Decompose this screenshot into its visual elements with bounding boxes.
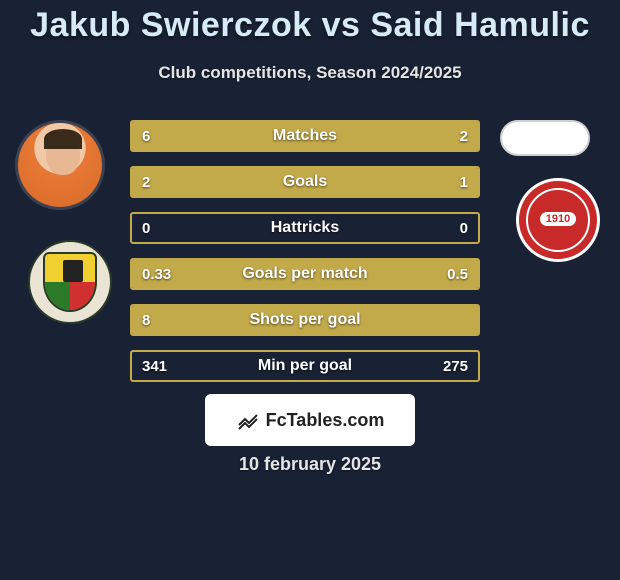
shield-icon — [43, 252, 97, 312]
club-logo-right: 1910 — [516, 178, 600, 262]
player-photo-right — [500, 120, 590, 156]
stat-label: Goals — [132, 168, 478, 196]
stats-area: 6Matches22Goals10Hattricks00.33Goals per… — [130, 120, 480, 396]
stat-value-right: 275 — [443, 352, 468, 380]
stat-label: Goals per match — [132, 260, 478, 288]
club-logo-right-inner: 1910 — [526, 188, 590, 252]
stat-row: 2Goals1 — [130, 166, 480, 198]
footer-brand-badge[interactable]: FcTables.com — [205, 394, 415, 446]
club-logo-left — [28, 240, 112, 324]
stat-value-right: 0.5 — [447, 260, 468, 288]
stat-value-right: 1 — [460, 168, 468, 196]
stat-label: Shots per goal — [132, 306, 478, 334]
player-photo-left — [15, 120, 105, 210]
stat-row: 0.33Goals per match0.5 — [130, 258, 480, 290]
stat-row: 8Shots per goal — [130, 304, 480, 336]
stat-value-right: 2 — [460, 122, 468, 150]
stat-row: 6Matches2 — [130, 120, 480, 152]
stat-label: Hattricks — [132, 214, 478, 242]
subtitle: Club competitions, Season 2024/2025 — [0, 63, 620, 83]
stat-label: Matches — [132, 122, 478, 150]
footer-brand-text: FcTables.com — [266, 410, 385, 431]
stat-row: 341Min per goal275 — [130, 350, 480, 382]
stat-row: 0Hattricks0 — [130, 212, 480, 244]
date-text: 10 february 2025 — [0, 454, 620, 475]
page-title: Jakub Swierczok vs Said Hamulic — [0, 0, 620, 45]
club-year-badge: 1910 — [540, 212, 576, 226]
stat-label: Min per goal — [132, 352, 478, 380]
stat-value-right: 0 — [460, 214, 468, 242]
chart-icon — [236, 408, 260, 432]
